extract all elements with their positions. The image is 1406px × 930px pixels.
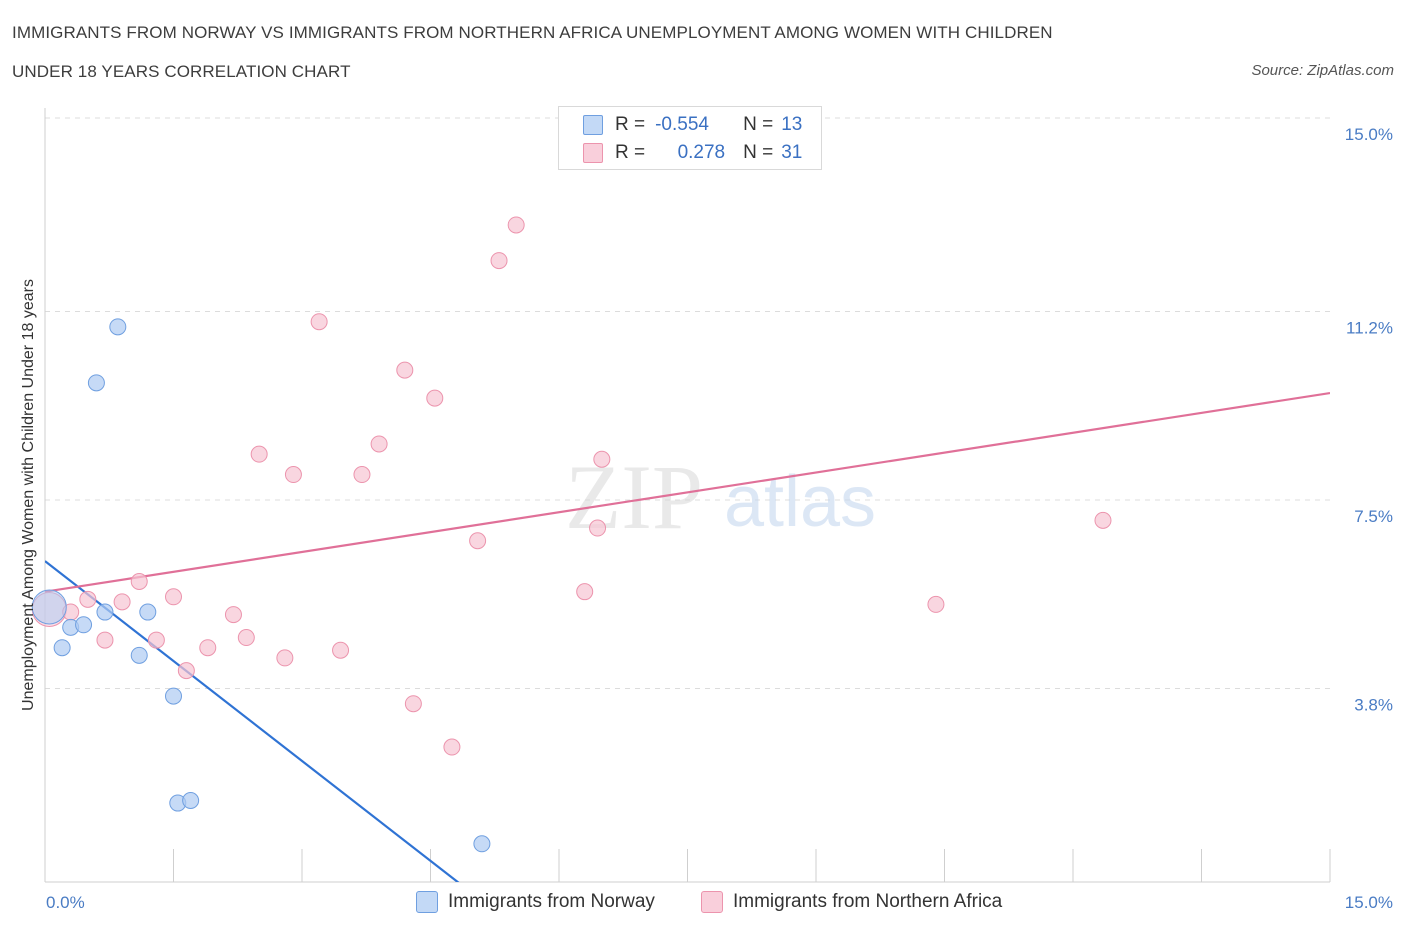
bottom-norway-swatch (416, 891, 438, 913)
northern-africa-point (404, 695, 422, 713)
y-axis-label: Unemployment Among Women with Children U… (20, 279, 37, 711)
norway-point (139, 603, 157, 621)
northern-africa-point (576, 583, 594, 601)
chart-title-line1: IMMIGRANTS FROM NORWAY VS IMMIGRANTS FRO… (12, 23, 1053, 42)
northern-africa-r-value: 0.278 (677, 142, 726, 163)
northern-africa-point (113, 593, 131, 611)
northern-africa-r-label: R = (615, 142, 646, 163)
norway-point (182, 792, 200, 810)
norway-point (31, 589, 67, 625)
bottom-northern-africa-label: Immigrants from Northern Africa (733, 891, 1003, 912)
northern-africa-point (177, 662, 195, 680)
bottom-legend-norway: Immigrants from Norway (416, 888, 655, 916)
norway-n-label: N = (743, 114, 774, 135)
bottom-norway-label: Immigrants from Norway (448, 891, 655, 912)
axes (44, 108, 1331, 883)
northern-africa-point (1094, 511, 1112, 529)
norway-point (130, 646, 148, 664)
norway-point (473, 835, 491, 853)
trend-lines (45, 391, 1330, 882)
tick-labels: 3.8% 7.5% 11.2% 15.0% 0.0% 15.0% (46, 125, 1393, 912)
grid-lines (45, 117, 1330, 689)
northern-africa-point (370, 435, 388, 453)
norway-r-label: R = (615, 114, 646, 135)
norway-r-value: -0.554 (655, 114, 709, 135)
northern-africa-point (593, 450, 611, 468)
northern-africa-point (276, 649, 294, 667)
northern-africa-point (199, 639, 217, 657)
northern-africa-trend-line (45, 391, 1330, 593)
watermark-zip: ZIP (565, 446, 703, 548)
northern-africa-point (79, 590, 97, 608)
y-tick-label: 3.8% (1354, 695, 1393, 714)
northern-africa-point (469, 532, 487, 550)
northern-africa-n-label: N = (743, 142, 774, 163)
norway-swatch (583, 115, 603, 135)
northern-africa-point (130, 572, 148, 590)
bottom-northern-africa-swatch (701, 891, 723, 913)
norway-n-value: 13 (781, 114, 803, 135)
bottom-legend-northern-africa: Immigrants from Northern Africa (701, 888, 1002, 916)
y-tick-label: 11.2% (1346, 319, 1393, 338)
northern-africa-point (443, 738, 461, 756)
legend-row-northern-africa: R = 0.278 N = 31 (583, 139, 802, 167)
x-tick-label: 0.0% (46, 893, 85, 912)
norway-point (53, 639, 71, 657)
northern-africa-point (96, 631, 114, 649)
x-tick-label: 15.0% (1345, 893, 1393, 912)
northern-africa-point (332, 641, 350, 659)
northern-africa-point (250, 445, 268, 463)
norway-point (96, 603, 114, 621)
northern-africa-point (490, 252, 508, 270)
northern-africa-point (396, 361, 414, 379)
northern-africa-point (353, 466, 371, 484)
y-tick-label: 7.5% (1354, 507, 1393, 526)
legend-row-norway: R = -0.554 N = 13 (583, 111, 802, 139)
norway-point (75, 616, 93, 634)
chart-title-line2: UNDER 18 YEARS CORRELATION CHART (12, 62, 351, 81)
northern-africa-point (310, 313, 328, 331)
stats-legend: R = -0.554 N = 13 R = 0.278 N = 31 (558, 106, 822, 170)
northern-africa-n-value: 31 (781, 142, 803, 163)
northern-africa-point (224, 606, 242, 624)
northern-africa-swatch (583, 143, 603, 163)
norway-point (165, 687, 182, 705)
northern-africa-point (426, 389, 444, 407)
norway-trend-line (45, 560, 460, 882)
northern-africa-point (507, 216, 525, 234)
northern-africa-point (165, 588, 182, 606)
northern-africa-point (589, 519, 607, 537)
chart-source: Source: ZipAtlas.com (1251, 62, 1394, 79)
data-points (31, 216, 1112, 853)
norway-point (87, 374, 105, 392)
northern-africa-point (237, 629, 255, 647)
norway-point (109, 318, 127, 336)
northern-africa-point (927, 595, 945, 613)
northern-africa-point (147, 631, 165, 649)
northern-africa-point (284, 466, 302, 484)
y-tick-label: 15.0% (1345, 125, 1393, 144)
